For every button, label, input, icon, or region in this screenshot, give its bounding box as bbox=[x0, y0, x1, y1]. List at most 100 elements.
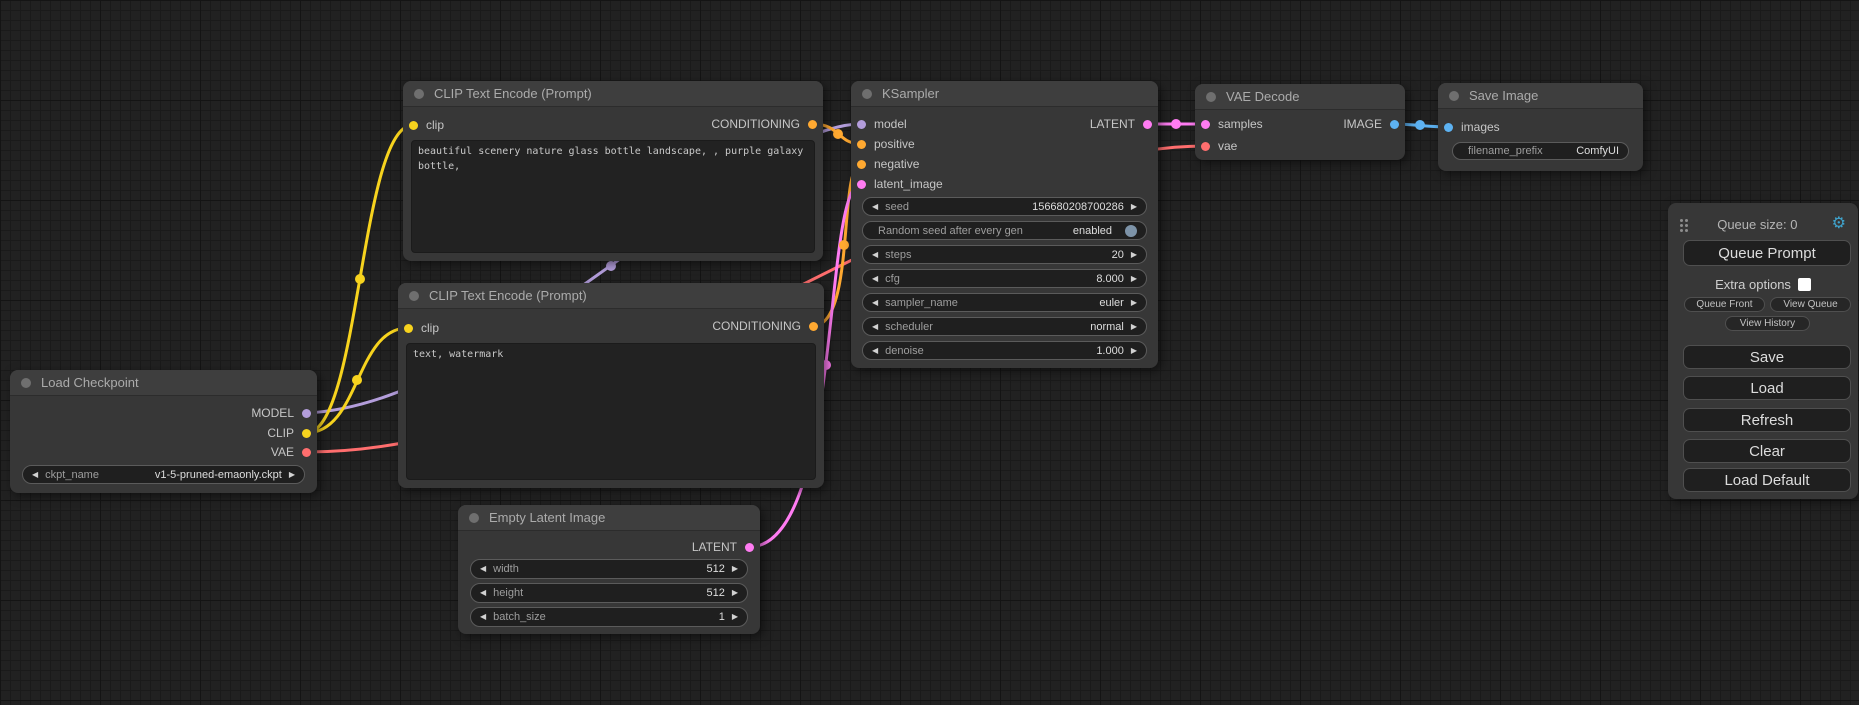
widget-sampler-name[interactable]: ◀ sampler_name euler ▶ bbox=[862, 293, 1147, 312]
output-port-model[interactable]: MODEL bbox=[251, 404, 311, 422]
input-port-clip[interactable]: clip bbox=[409, 116, 444, 134]
widget-height[interactable]: ◀ height 512 ▶ bbox=[470, 583, 748, 603]
decrement-arrow-icon[interactable]: ◀ bbox=[480, 612, 487, 621]
port-dot-icon[interactable] bbox=[302, 428, 311, 438]
collapse-dot-icon[interactable] bbox=[21, 377, 31, 388]
widget-scheduler[interactable]: ◀ scheduler normal ▶ bbox=[862, 317, 1147, 336]
input-port-latent-image[interactable]: latent_image bbox=[857, 175, 943, 193]
collapse-dot-icon[interactable] bbox=[469, 512, 479, 523]
output-port-conditioning[interactable]: CONDITIONING bbox=[711, 115, 817, 133]
decrement-arrow-icon[interactable]: ◀ bbox=[32, 469, 39, 479]
node-title-bar[interactable]: KSampler bbox=[851, 81, 1158, 107]
port-dot-icon[interactable] bbox=[809, 321, 818, 331]
node-title-bar[interactable]: Load Checkpoint bbox=[10, 370, 317, 396]
node-load-checkpoint[interactable]: Load Checkpoint MODEL CLIP VAE ◀ ckpt_na… bbox=[10, 370, 317, 493]
input-port-model[interactable]: model bbox=[857, 115, 907, 133]
port-dot-icon[interactable] bbox=[302, 408, 311, 418]
link-midpoint-dot[interactable] bbox=[355, 274, 365, 284]
output-port-clip[interactable]: CLIP bbox=[267, 424, 311, 442]
view-history-button[interactable]: View History bbox=[1725, 316, 1810, 331]
node-save-image[interactable]: Save Image images filename_prefix ComfyU… bbox=[1438, 83, 1643, 171]
toggle-enabled-icon[interactable] bbox=[1125, 224, 1137, 237]
collapse-dot-icon[interactable] bbox=[862, 88, 872, 99]
refresh-button[interactable]: Refresh bbox=[1683, 408, 1851, 432]
widget-random-seed-toggle[interactable]: Random seed after every gen enabled bbox=[862, 221, 1147, 240]
port-dot-icon[interactable] bbox=[409, 120, 418, 130]
input-port-images[interactable]: images bbox=[1444, 118, 1500, 136]
extra-options-checkbox[interactable] bbox=[1797, 277, 1811, 291]
decrement-arrow-icon[interactable]: ◀ bbox=[872, 297, 879, 307]
link-midpoint-dot[interactable] bbox=[1415, 120, 1425, 130]
node-title-bar[interactable]: CLIP Text Encode (Prompt) bbox=[398, 283, 824, 309]
decrement-arrow-icon[interactable]: ◀ bbox=[480, 588, 487, 597]
output-port-vae[interactable]: VAE bbox=[271, 443, 311, 461]
queue-front-button[interactable]: Queue Front bbox=[1684, 297, 1765, 312]
port-dot-icon[interactable] bbox=[1143, 119, 1152, 129]
port-dot-icon[interactable] bbox=[1201, 119, 1210, 129]
port-dot-icon[interactable] bbox=[857, 179, 866, 189]
view-queue-button[interactable]: View Queue bbox=[1770, 297, 1851, 312]
decrement-arrow-icon[interactable]: ◀ bbox=[872, 345, 879, 355]
output-port-latent[interactable]: LATENT bbox=[692, 538, 754, 556]
input-port-vae[interactable]: vae bbox=[1201, 137, 1237, 155]
input-port-samples[interactable]: samples bbox=[1201, 115, 1263, 133]
collapse-dot-icon[interactable] bbox=[1206, 91, 1216, 102]
widget-cfg[interactable]: ◀ cfg 8.000 ▶ bbox=[862, 269, 1147, 288]
increment-arrow-icon[interactable]: ▶ bbox=[1130, 321, 1137, 331]
widget-steps[interactable]: ◀ steps 20 ▶ bbox=[862, 245, 1147, 264]
link-midpoint-dot[interactable] bbox=[839, 240, 849, 250]
collapse-dot-icon[interactable] bbox=[414, 88, 424, 99]
load-button[interactable]: Load bbox=[1683, 376, 1851, 400]
decrement-arrow-icon[interactable]: ◀ bbox=[872, 201, 879, 211]
node-title-bar[interactable]: CLIP Text Encode (Prompt) bbox=[403, 81, 823, 107]
increment-arrow-icon[interactable]: ▶ bbox=[1130, 201, 1137, 211]
prompt-textarea[interactable]: beautiful scenery nature glass bottle la… bbox=[411, 140, 815, 253]
node-ksampler[interactable]: KSampler model positive negative latent_… bbox=[851, 81, 1158, 368]
port-dot-icon[interactable] bbox=[404, 323, 413, 333]
node-clip-text-encode-positive[interactable]: CLIP Text Encode (Prompt) clip CONDITION… bbox=[403, 81, 823, 261]
load-default-button[interactable]: Load Default bbox=[1683, 468, 1851, 492]
decrement-arrow-icon[interactable]: ◀ bbox=[872, 273, 879, 283]
node-title-bar[interactable]: Empty Latent Image bbox=[458, 505, 760, 531]
port-dot-icon[interactable] bbox=[745, 542, 754, 552]
collapse-dot-icon[interactable] bbox=[409, 290, 419, 301]
queue-prompt-button[interactable]: Queue Prompt bbox=[1683, 240, 1851, 266]
output-port-latent[interactable]: LATENT bbox=[1090, 115, 1152, 133]
increment-arrow-icon[interactable]: ▶ bbox=[1130, 297, 1137, 307]
widget-seed[interactable]: ◀ seed 156680208700286 ▶ bbox=[862, 197, 1147, 216]
node-vae-decode[interactable]: VAE Decode samples vae IMAGE bbox=[1195, 84, 1405, 160]
increment-arrow-icon[interactable]: ▶ bbox=[1130, 249, 1137, 259]
node-title-bar[interactable]: VAE Decode bbox=[1195, 84, 1405, 110]
increment-arrow-icon[interactable]: ▶ bbox=[731, 588, 738, 597]
port-dot-icon[interactable] bbox=[1390, 119, 1399, 129]
port-dot-icon[interactable] bbox=[857, 139, 866, 149]
link-midpoint-dot[interactable] bbox=[352, 375, 362, 385]
node-empty-latent-image[interactable]: Empty Latent Image LATENT ◀ width 512 ▶ … bbox=[458, 505, 760, 634]
output-port-conditioning[interactable]: CONDITIONING bbox=[712, 317, 818, 335]
increment-arrow-icon[interactable]: ▶ bbox=[1130, 273, 1137, 283]
link-midpoint-dot[interactable] bbox=[833, 129, 843, 139]
node-clip-text-encode-negative[interactable]: CLIP Text Encode (Prompt) clip CONDITION… bbox=[398, 283, 824, 488]
output-port-image[interactable]: IMAGE bbox=[1343, 115, 1399, 133]
port-dot-icon[interactable] bbox=[857, 159, 866, 169]
increment-arrow-icon[interactable]: ▶ bbox=[731, 612, 738, 621]
node-title-bar[interactable]: Save Image bbox=[1438, 83, 1643, 109]
port-dot-icon[interactable] bbox=[302, 447, 311, 457]
widget-batch-size[interactable]: ◀ batch_size 1 ▶ bbox=[470, 607, 748, 627]
link-midpoint-dot[interactable] bbox=[606, 261, 616, 271]
widget-filename-prefix[interactable]: filename_prefix ComfyUI bbox=[1452, 142, 1629, 160]
prompt-textarea[interactable]: text, watermark bbox=[406, 343, 816, 480]
save-button[interactable]: Save bbox=[1683, 345, 1851, 369]
widget-denoise[interactable]: ◀ denoise 1.000 ▶ bbox=[862, 341, 1147, 360]
decrement-arrow-icon[interactable]: ◀ bbox=[872, 249, 879, 259]
input-port-negative[interactable]: negative bbox=[857, 155, 919, 173]
port-dot-icon[interactable] bbox=[808, 119, 817, 129]
gear-icon[interactable]: ⚙ bbox=[1831, 215, 1846, 232]
increment-arrow-icon[interactable]: ▶ bbox=[731, 564, 738, 573]
collapse-dot-icon[interactable] bbox=[1449, 90, 1459, 101]
port-dot-icon[interactable] bbox=[1444, 122, 1453, 132]
decrement-arrow-icon[interactable]: ◀ bbox=[480, 564, 487, 573]
clear-button[interactable]: Clear bbox=[1683, 439, 1851, 463]
increment-arrow-icon[interactable]: ▶ bbox=[1130, 345, 1137, 355]
